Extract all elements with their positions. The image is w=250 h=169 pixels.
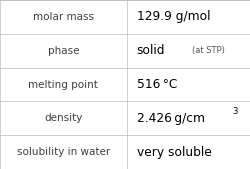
Text: 129.9 g/mol: 129.9 g/mol (136, 10, 210, 23)
Text: very soluble: very soluble (136, 146, 211, 159)
Text: 516 °C: 516 °C (136, 78, 176, 91)
Text: solubility in water: solubility in water (17, 147, 110, 157)
Text: 3: 3 (231, 107, 236, 116)
Text: solid: solid (136, 44, 165, 57)
Text: phase: phase (48, 46, 79, 56)
Text: (at STP): (at STP) (191, 46, 224, 55)
Text: molar mass: molar mass (33, 12, 94, 22)
Text: 2.426 g/cm: 2.426 g/cm (136, 112, 204, 125)
Text: density: density (44, 113, 82, 123)
Text: melting point: melting point (28, 79, 98, 90)
